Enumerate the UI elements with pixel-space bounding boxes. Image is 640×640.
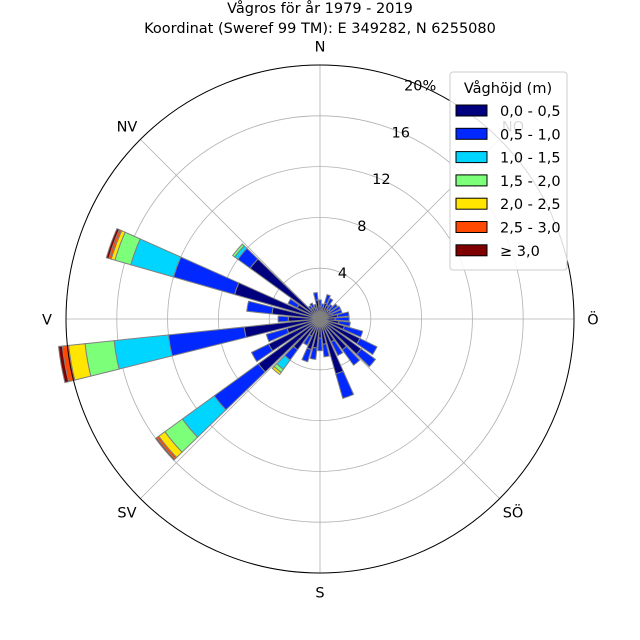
rose-bar-210-bin-1 [302, 334, 313, 346]
rose-bar-140-bin-1 [341, 345, 361, 366]
direction-label-3: SV [117, 506, 136, 522]
direction-label-6: Ö [587, 311, 598, 329]
radial-tick-label-1: 8 [357, 219, 366, 235]
rose-bar-310-bin-3 [231, 243, 245, 258]
legend-label-0: 0,0 - 0,5 [500, 104, 561, 120]
legend-swatch-3 [455, 174, 488, 187]
rose-bar-230-bin-1 [213, 363, 266, 411]
direction-label-4: S [315, 586, 324, 602]
rose-bar-30-bin-1 [326, 297, 334, 308]
legend-swatch-1 [455, 127, 488, 140]
rose-bar-230-bin-6 [154, 436, 176, 461]
rose-bar-260-bin-6 [58, 345, 70, 384]
legend-label-5: 2,5 - 3,0 [500, 221, 561, 237]
rose-bar-130-bin-1 [355, 348, 377, 368]
rose-bar-200-bin-1 [301, 347, 312, 363]
rose-bar-20-bin-1 [323, 293, 331, 305]
rose-bar-260-bin-3 [84, 340, 120, 377]
legend-label-4: 2,0 - 2,5 [500, 197, 561, 213]
legend-swatch-6 [455, 244, 488, 257]
rose-bar-290-bin-1 [172, 256, 240, 296]
legend: Våghöjd (m) 0,0 - 0,5 0,5 - 1,0 1,0 - 1,5 1… [449, 71, 568, 271]
direction-label-0: N [315, 40, 326, 56]
chart-title: Vågros för år 1979 - 2019 [227, 0, 413, 17]
polar-frame [65, 64, 575, 574]
direction-label-2: V [42, 313, 52, 329]
rose-bar-80-bin-1 [336, 311, 350, 318]
legend-label-6: ≥ 3,0 [500, 244, 540, 260]
legend-swatch-0 [455, 104, 488, 117]
rose-bar-300-bin-1 [287, 298, 300, 309]
legend-title: Våghöjd (m) [464, 80, 552, 97]
grid-spoke-5 [140, 318, 321, 499]
rose-bar-290-bin-6 [105, 227, 120, 260]
legend-label-3: 1,5 - 2,0 [500, 174, 561, 190]
legend-entries: 0,0 - 0,5 0,5 - 1,0 1,0 - 1,5 1,5 - 2,0 2,0 … [455, 104, 561, 260]
radial-tick-label-3: 16 [392, 125, 410, 141]
legend-label-2: 1,0 - 1,5 [500, 151, 561, 167]
rose-bar-110-bin-1 [342, 325, 364, 338]
radial-tick-label-0: 4 [338, 266, 347, 282]
rose-bar-240-bin-1 [250, 343, 274, 363]
rose-bar-120-bin-1 [356, 337, 378, 356]
rose-bars [58, 227, 378, 461]
rose-bar-180-bin-1 [317, 337, 323, 352]
direction-labels: NNVVSVSSÖÖNO [42, 40, 599, 602]
legend-swatch-2 [455, 151, 488, 164]
rose-bar-290-bin-2 [130, 238, 182, 278]
legend-box [449, 71, 568, 271]
rose-bar-90-bin-1 [334, 316, 350, 322]
rose-bar-270-bin-1 [277, 315, 289, 323]
legend-label-1: 0,5 - 1,0 [500, 127, 561, 143]
rose-bar-190-bin-1 [309, 346, 318, 360]
grid-spoke-7 [140, 139, 321, 320]
rose-bar-260-bin-2 [113, 334, 173, 370]
rose-bar-170-bin-1 [322, 343, 330, 358]
direction-label-5: SÖ [503, 504, 524, 522]
rose-bar-100-bin-1 [337, 320, 351, 327]
direction-label-1: NV [117, 119, 138, 135]
rose-bar-150-bin-1 [330, 339, 344, 357]
rose-bar-220-bin-4 [271, 365, 282, 376]
chart-subtitle: Koordinat (Sweref 99 TM): E 349282, N 62… [144, 21, 496, 37]
rose-bar-350-bin-1 [312, 291, 319, 302]
legend-swatch-5 [455, 221, 488, 233]
rose-bar-250-bin-1 [265, 327, 290, 343]
rose-bar-260-bin-1 [167, 326, 247, 357]
grid-spoke-3 [319, 318, 500, 499]
rose-bar-160-bin-1 [335, 370, 355, 399]
rose-bar-280-bin-1 [246, 300, 274, 315]
radial-tick-label-2: 12 [372, 172, 390, 188]
legend-swatch-4 [455, 197, 488, 210]
